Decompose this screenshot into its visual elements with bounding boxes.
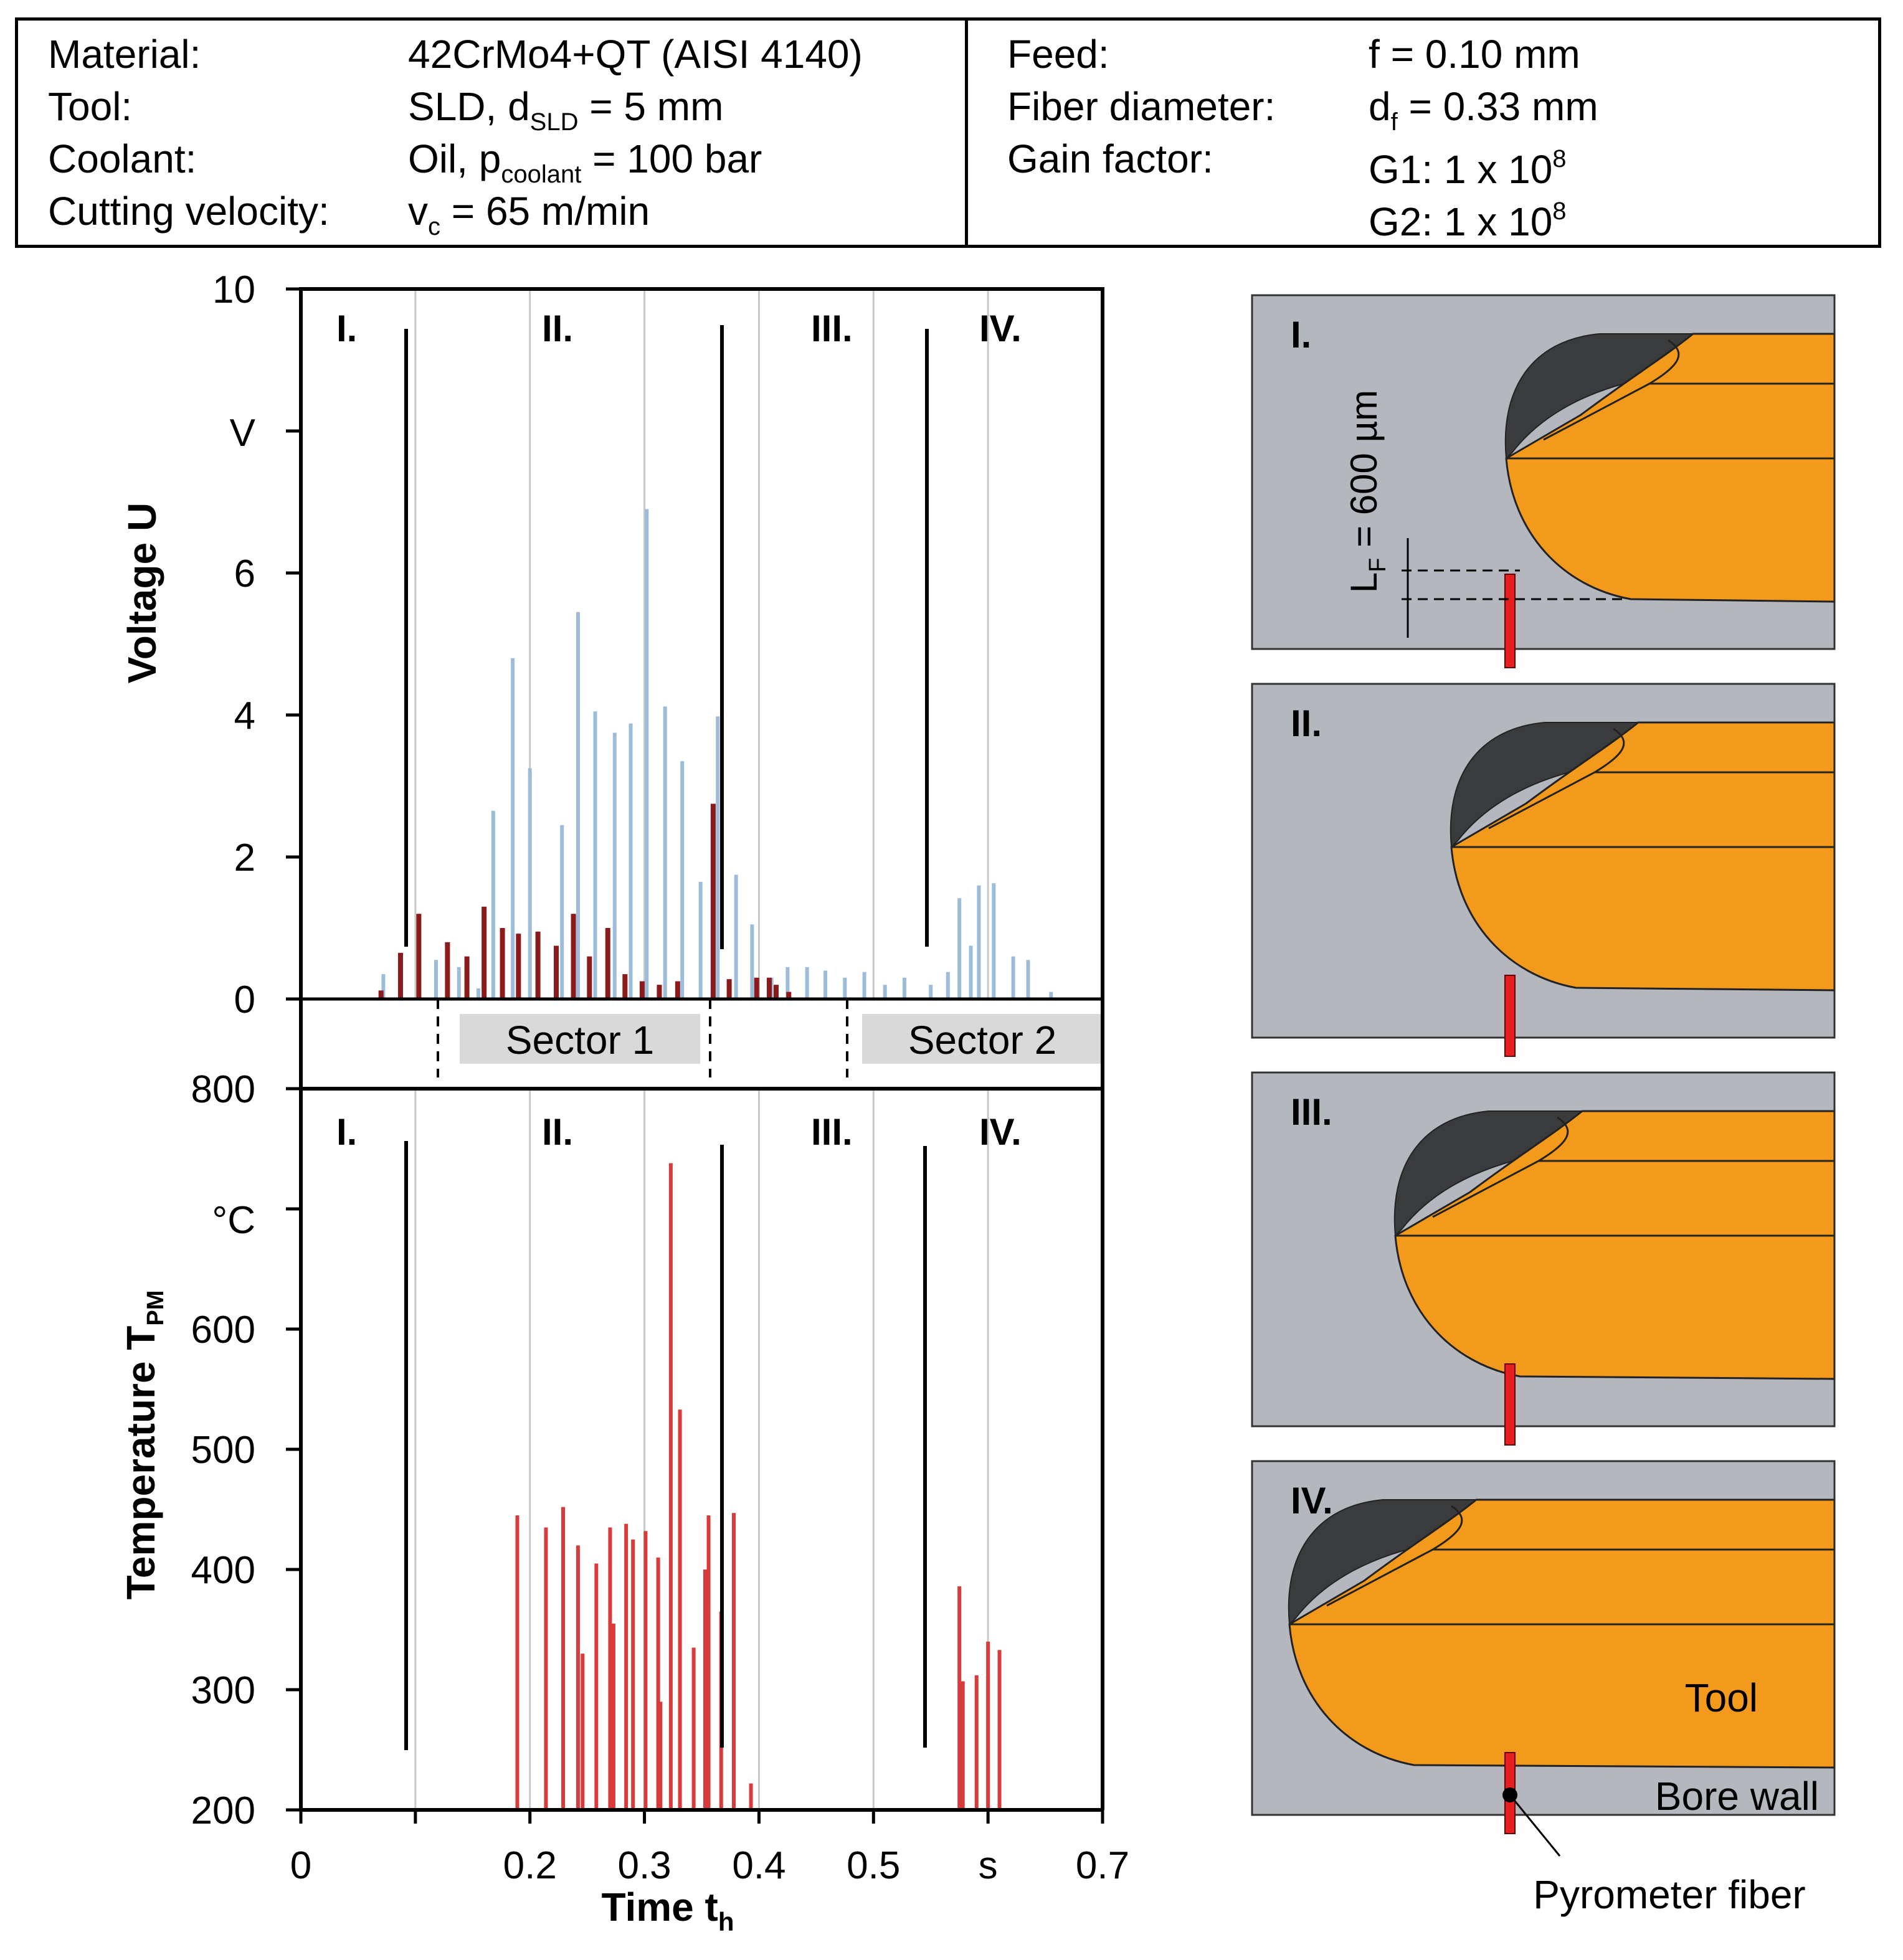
pyrometer-fiber xyxy=(1504,975,1516,1057)
cutting-velocity-label: Cutting velocity: xyxy=(48,189,330,234)
sector-1-label: Sector 1 xyxy=(506,1018,654,1063)
table-divider xyxy=(965,21,968,245)
temperature-phase-2-label: II. xyxy=(542,1111,573,1153)
temperature-phase-lines xyxy=(404,1141,927,1750)
bore-wall-label: Bore wall xyxy=(1655,1774,1819,1819)
tool-panel-4: IV. Tool Bore wall xyxy=(1251,1460,1836,1857)
lf-label-sub: F xyxy=(1365,558,1391,572)
tool-body xyxy=(1450,721,1834,992)
sector-2-box xyxy=(862,1014,1103,1064)
pyrometer-fiber-leader xyxy=(1509,1794,1561,1857)
time-x-tick-label: s xyxy=(979,1844,998,1887)
voltage-phase-lines xyxy=(404,325,929,949)
lf-label-value: = 600 µm xyxy=(1343,390,1385,558)
lf-label-main: L xyxy=(1343,572,1385,593)
temperature-phase-4-label: IV. xyxy=(979,1111,1022,1153)
sector-2-label: Sector 2 xyxy=(908,1018,1056,1063)
time-x-tick-label: 0 xyxy=(290,1844,311,1887)
sector-1-box xyxy=(460,1014,700,1064)
tool-position-panels: I. LF = 600 µm II. III. IV. Tool Bore wall xyxy=(1251,294,1836,1857)
temperature-phase-3-label: III. xyxy=(811,1111,853,1153)
edge-curve xyxy=(1538,1116,1569,1162)
tool-panel-2: II. xyxy=(1251,683,1836,1057)
temperature-y-ticks: 200 300 400 500 600 800 xyxy=(191,1068,301,1832)
material-value: 42CrMo4+QT (AISI 4140) xyxy=(408,32,863,77)
parameter-table: Material: 42CrMo4+QT (AISI 4140) Tool: S… xyxy=(15,17,1881,248)
voltage-y-tick-label: 2 xyxy=(234,836,255,879)
temperature-y-tick-label: 400 xyxy=(191,1549,255,1592)
voltage-phase-4-label: IV. xyxy=(979,308,1022,349)
chamfer-line xyxy=(1432,1160,1834,1218)
tool-panel-3: III. xyxy=(1251,1071,1836,1446)
feed-value: f = 0.10 mm xyxy=(1369,32,1580,77)
voltage-unit: V xyxy=(230,412,256,455)
temperature-phase-1-label: I. xyxy=(336,1111,357,1153)
time-x-tick-label: 0.5 xyxy=(847,1844,900,1887)
pyrometer-fiber xyxy=(1504,1363,1516,1446)
voltage-y-tick-label: 4 xyxy=(234,694,255,737)
time-x-tick-label: 0.2 xyxy=(503,1844,557,1887)
voltage-phase-1-label: I. xyxy=(336,308,357,349)
gain-factor-g1: G1: 1 x 108 xyxy=(1369,145,1567,192)
tool-drawing xyxy=(1393,1110,1834,1380)
temperature-y-tick-label: 200 xyxy=(191,1789,255,1832)
gain-factor-g2: G2: 1 x 108 xyxy=(1369,197,1567,244)
voltage-phase-2-label: II. xyxy=(542,308,573,349)
time-x-label: Time th xyxy=(602,1885,734,1936)
time-x-tick-label: 0.3 xyxy=(617,1844,671,1887)
edge-curve xyxy=(1594,727,1625,774)
time-x-tick-label: 0.4 xyxy=(732,1844,785,1887)
voltage-y-label: Voltage U xyxy=(120,503,164,683)
time-x-tick-label: 0.7 xyxy=(1076,1844,1129,1887)
voltage-y-tick-label: 6 xyxy=(234,552,255,595)
fiber-diameter-label: Fiber diameter: xyxy=(1007,84,1276,129)
coolant-label: Coolant: xyxy=(48,136,197,181)
temperature-y-tick-label: 600 xyxy=(191,1309,255,1352)
voltage-y-tick-label: 0 xyxy=(234,978,255,1021)
tool-panel-label: II. xyxy=(1291,703,1322,744)
cutting-velocity-value: vc = 65 m/min xyxy=(408,189,650,240)
voltage-phase-3-label: III. xyxy=(811,308,853,349)
gain-factor-label: Gain factor: xyxy=(1007,136,1213,181)
temperature-series xyxy=(515,1163,1002,1810)
time-x-ticks: 0 0.2 0.3 0.4 0.5 s 0.7 xyxy=(290,1810,1129,1887)
chamfer-line xyxy=(1488,771,1834,830)
pyrometer-fiber xyxy=(1504,574,1516,668)
tool-drawing xyxy=(1288,1498,1834,1769)
coolant-value: Oil, pcoolant = 100 bar xyxy=(408,136,762,188)
tool-panel-label: IV. xyxy=(1291,1480,1333,1522)
fiber-diameter-value: df = 0.33 mm xyxy=(1369,84,1598,136)
edge-curve xyxy=(1432,1505,1463,1551)
material-label: Material: xyxy=(48,32,201,77)
tool-panel-1: I. LF = 600 µm xyxy=(1251,294,1836,668)
voltage-y-ticks: 0 2 4 6 10 xyxy=(212,268,301,1021)
chamfer-line xyxy=(1543,382,1834,441)
temperature-y-label: Temperature TPM xyxy=(118,1290,169,1600)
voltage-y-tick-label: 10 xyxy=(212,268,255,311)
tool-panel-label: I. xyxy=(1291,314,1311,356)
tool-label: Tool: xyxy=(48,84,133,129)
pyrometer-fiber-label: Pyrometer fiber xyxy=(1533,1872,1805,1917)
voltage-series xyxy=(378,509,1053,999)
temperature-y-tick-label: 800 xyxy=(191,1068,255,1111)
tool-value: SLD, dSLD = 5 mm xyxy=(408,84,724,136)
temperature-unit: °C xyxy=(212,1199,255,1242)
temperature-y-tick-label: 500 xyxy=(191,1429,255,1472)
tool-panel-label: III. xyxy=(1291,1091,1332,1133)
lf-label: LF = 600 µm xyxy=(1343,390,1391,593)
tool-drawing xyxy=(1450,721,1834,992)
edge-curve xyxy=(1649,339,1680,385)
temperature-grid xyxy=(414,1089,989,1810)
feed-label: Feed: xyxy=(1007,32,1109,77)
tool-body xyxy=(1288,1498,1834,1769)
tool-body xyxy=(1505,333,1834,603)
tool-drawing xyxy=(1504,333,1834,603)
tool-label: Tool xyxy=(1685,1675,1758,1720)
temperature-y-tick-label: 300 xyxy=(191,1669,255,1712)
chamfer-line xyxy=(1326,1548,1834,1607)
